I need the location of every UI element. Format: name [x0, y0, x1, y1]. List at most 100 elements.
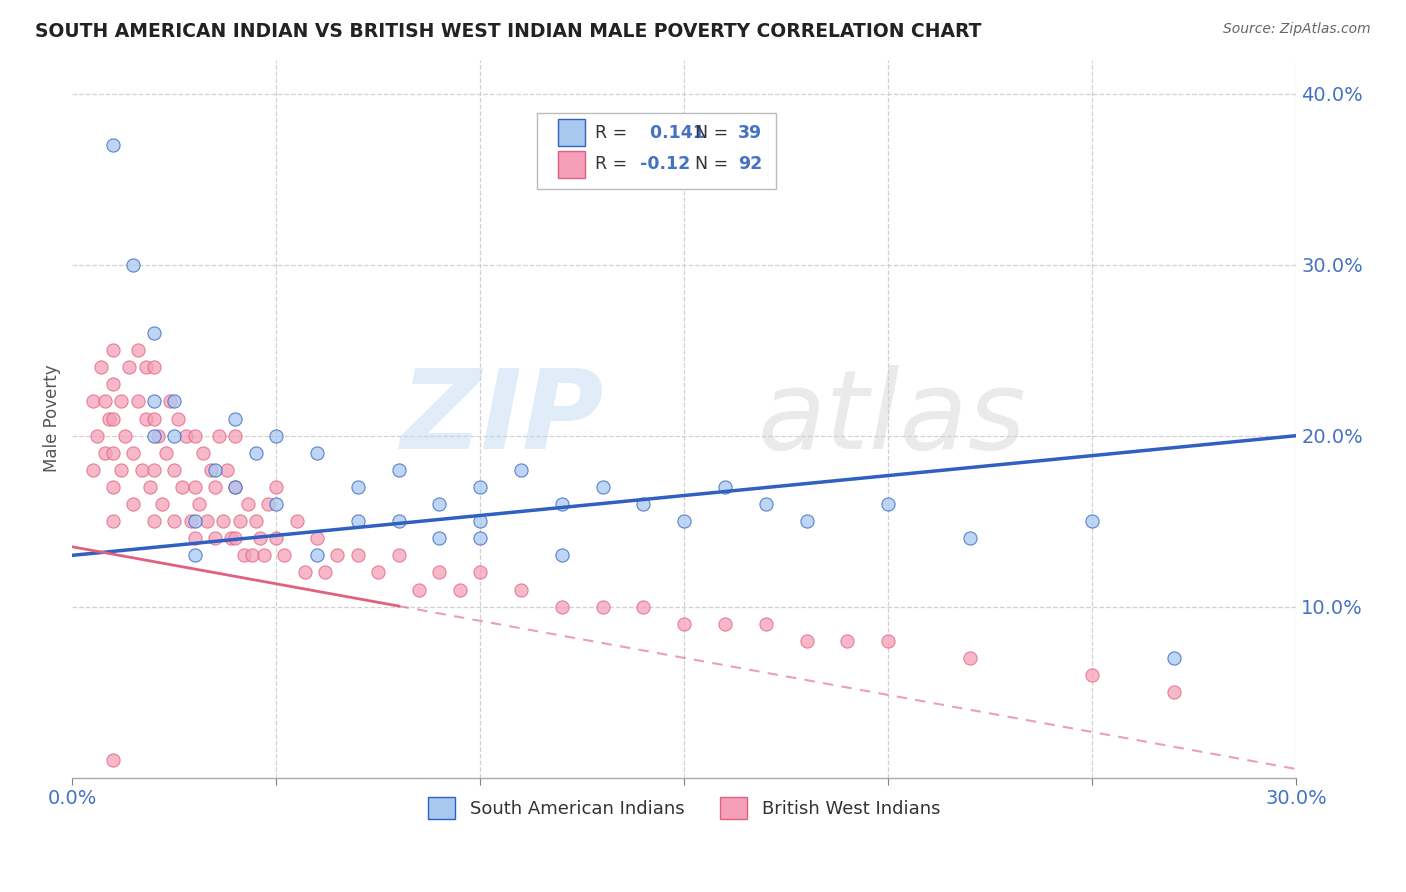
Point — [118, 360, 141, 375]
Point — [183, 549, 205, 563]
Text: R =: R = — [595, 124, 627, 142]
Point — [135, 360, 157, 375]
Point — [142, 360, 165, 375]
FancyBboxPatch shape — [537, 113, 776, 189]
Point — [101, 514, 124, 528]
Point — [163, 514, 186, 528]
Point — [101, 377, 124, 392]
Point — [877, 633, 900, 648]
Point — [470, 514, 492, 528]
Point — [714, 616, 737, 631]
Text: ZIP: ZIP — [401, 365, 605, 472]
Point — [183, 531, 205, 545]
Point — [90, 360, 112, 375]
FancyBboxPatch shape — [558, 151, 585, 178]
Text: 0.141: 0.141 — [644, 124, 704, 142]
Point — [97, 411, 120, 425]
Point — [429, 566, 451, 580]
Point — [429, 531, 451, 545]
Point — [224, 428, 246, 442]
Point — [110, 463, 132, 477]
Point — [551, 497, 574, 511]
Point — [86, 428, 108, 442]
Point — [592, 480, 614, 494]
Point — [101, 411, 124, 425]
Point — [82, 463, 104, 477]
Point — [388, 549, 411, 563]
Point — [163, 394, 186, 409]
Point — [142, 514, 165, 528]
Point — [755, 616, 778, 631]
Point — [253, 549, 276, 563]
Point — [208, 428, 231, 442]
Point — [183, 480, 205, 494]
Point — [150, 497, 173, 511]
Point — [264, 428, 287, 442]
Point — [755, 497, 778, 511]
Point — [127, 394, 149, 409]
Point — [163, 428, 186, 442]
Text: N =: N = — [695, 124, 728, 142]
Point — [510, 582, 533, 597]
Point — [388, 514, 411, 528]
Point — [673, 514, 696, 528]
Point — [264, 497, 287, 511]
Point — [142, 411, 165, 425]
Point — [101, 138, 124, 153]
Point — [122, 258, 145, 272]
Point — [180, 514, 202, 528]
Point — [470, 566, 492, 580]
Point — [122, 446, 145, 460]
Point — [264, 480, 287, 494]
Point — [633, 599, 655, 614]
Point — [232, 549, 254, 563]
Legend: South American Indians, British West Indians: South American Indians, British West Ind… — [420, 789, 948, 826]
Point — [714, 480, 737, 494]
Point — [204, 480, 226, 494]
Point — [388, 463, 411, 477]
Point — [176, 428, 198, 442]
Point — [114, 428, 136, 442]
Point — [221, 531, 243, 545]
Point — [135, 411, 157, 425]
Point — [200, 463, 222, 477]
Point — [294, 566, 316, 580]
Point — [551, 549, 574, 563]
Point — [183, 514, 205, 528]
Point — [204, 463, 226, 477]
Point — [172, 480, 194, 494]
Text: SOUTH AMERICAN INDIAN VS BRITISH WEST INDIAN MALE POVERTY CORRELATION CHART: SOUTH AMERICAN INDIAN VS BRITISH WEST IN… — [35, 22, 981, 41]
Point — [146, 428, 169, 442]
Point — [101, 343, 124, 358]
Point — [264, 531, 287, 545]
Point — [877, 497, 900, 511]
Point — [257, 497, 280, 511]
Point — [142, 394, 165, 409]
Point — [449, 582, 471, 597]
Point — [305, 446, 328, 460]
Point — [592, 599, 614, 614]
Point — [94, 446, 117, 460]
Point — [510, 463, 533, 477]
Point — [959, 531, 981, 545]
Point — [101, 754, 124, 768]
Point — [101, 446, 124, 460]
Point — [367, 566, 389, 580]
Point — [101, 480, 124, 494]
Point — [228, 514, 250, 528]
Point — [131, 463, 153, 477]
Point — [837, 633, 859, 648]
Point — [245, 514, 267, 528]
Point — [167, 411, 190, 425]
Point — [796, 514, 818, 528]
Text: 92: 92 — [738, 155, 762, 173]
Point — [470, 480, 492, 494]
Point — [305, 531, 328, 545]
Point — [314, 566, 336, 580]
Point — [240, 549, 263, 563]
Point — [347, 480, 370, 494]
Text: R =: R = — [595, 155, 627, 173]
Point — [551, 599, 574, 614]
FancyBboxPatch shape — [558, 120, 585, 146]
Text: -0.12: -0.12 — [640, 155, 690, 173]
